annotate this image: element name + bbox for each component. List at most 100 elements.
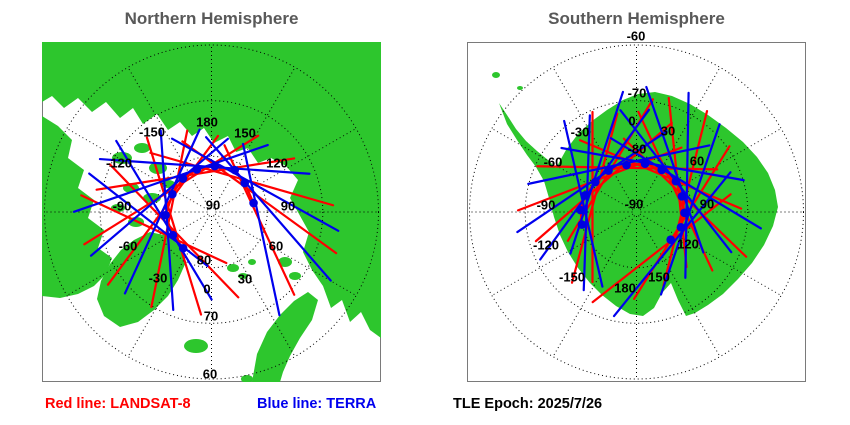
grid-parallel-ring <box>469 44 804 380</box>
orbit-dot <box>677 192 687 201</box>
orbit-dot <box>622 160 631 170</box>
south-title: Southern Hemisphere <box>548 9 725 28</box>
orbit-dot <box>161 210 170 220</box>
parallel-label: 80 <box>197 252 211 267</box>
orbit-dot <box>577 220 587 229</box>
orbit-dot <box>666 235 675 244</box>
land-island <box>238 273 248 279</box>
land-island <box>134 143 150 153</box>
orbit-dot <box>580 191 590 200</box>
land-island <box>289 272 301 280</box>
orbit-dot <box>168 189 177 199</box>
meridian-label: 0 <box>628 113 635 128</box>
land-island <box>248 259 256 265</box>
orbit-dot <box>178 174 188 183</box>
grid-parallel-ring <box>580 155 693 269</box>
landsat-track <box>108 163 240 299</box>
orbit-dot <box>676 223 686 232</box>
terra-track <box>159 129 175 312</box>
terra-track <box>527 144 711 185</box>
grid-parallel-ring <box>44 44 379 380</box>
land-mass <box>42 116 112 298</box>
orbit-dot <box>240 178 250 188</box>
meridian-label: 150 <box>648 269 670 284</box>
meridian-label: -120 <box>106 155 132 170</box>
orbit-dot <box>249 198 258 208</box>
legend-red-landsat: Red line: LANDSAT-8 <box>45 396 191 412</box>
south-map-layer <box>469 44 804 380</box>
land-island <box>278 257 292 267</box>
terra-track <box>645 85 705 254</box>
meridian-label: 90 <box>281 198 295 213</box>
grid-parallel-ring <box>99 100 324 324</box>
north-map-layer <box>42 42 381 382</box>
orbit-dot <box>192 165 202 174</box>
terra-track <box>72 143 269 213</box>
meridian-label: 90 <box>700 196 714 211</box>
land-island <box>517 86 523 90</box>
meridian-label: 0 <box>203 281 210 296</box>
orbit-dot <box>680 208 689 218</box>
terra-track <box>123 128 201 295</box>
terra-track <box>612 171 732 318</box>
terra-track <box>204 136 332 282</box>
meridian-label: -60 <box>119 238 138 253</box>
landsat-track <box>591 193 732 304</box>
south-map-svg: 0 -30 30 -60 60 -90 90 -120 120 -150 150 180 -60 -70 -… <box>469 28 804 380</box>
parallel-label: 90 <box>206 197 220 212</box>
parallel-label: -80 <box>628 141 647 156</box>
landsat-track <box>150 129 189 309</box>
meridian-label: -90 <box>537 197 556 212</box>
meridian-label: -150 <box>139 124 165 139</box>
meridian-label: -30 <box>149 270 168 285</box>
landsat-track <box>145 136 203 316</box>
orbit-dot <box>168 230 178 240</box>
meridian-label: 180 <box>196 114 218 129</box>
meridian-label: -90 <box>113 198 132 213</box>
parallel-label: 60 <box>203 366 217 381</box>
parallel-label: -60 <box>627 28 646 43</box>
meridian-label: 30 <box>238 271 252 286</box>
land-mass <box>97 232 186 327</box>
terra-track <box>89 137 229 257</box>
land-island <box>492 72 500 78</box>
land-island <box>241 375 253 382</box>
orbit-dot <box>640 159 650 169</box>
meridian-label: 60 <box>690 153 704 168</box>
terra-track <box>659 123 721 296</box>
orbit-dot <box>590 177 600 187</box>
terra-track <box>115 139 213 301</box>
meridian-label: 120 <box>266 155 288 170</box>
orbit-dot <box>230 165 240 175</box>
orbit-dot <box>657 165 667 175</box>
orbit-dot <box>210 161 220 171</box>
south-panel-border <box>467 42 806 382</box>
land-mass <box>42 42 381 338</box>
parallel-label: -70 <box>628 85 647 100</box>
meridian-label: 180 <box>614 280 636 295</box>
terra-track <box>170 137 340 232</box>
land-mass <box>252 292 318 382</box>
meridian-label: 30 <box>661 123 675 138</box>
parallel-label: -90 <box>625 196 644 211</box>
meridian-label: -60 <box>544 154 563 169</box>
meridian-label: 150 <box>234 125 256 140</box>
terra-track <box>609 137 762 230</box>
orbit-dot <box>576 205 585 215</box>
meridian-label: 120 <box>677 236 699 251</box>
north-map-svg: 180 -150 150 -120 120 -90 90 -60 60 -30 30 0 90 80 70 6… <box>42 42 381 382</box>
orbit-dot <box>671 176 681 186</box>
terra-track <box>241 142 281 317</box>
north-title: Northern Hemisphere <box>124 9 299 28</box>
meridian-label: 60 <box>269 238 283 253</box>
legend-blue-terra: Blue line: TERRA <box>257 396 377 412</box>
meridian-label: -30 <box>571 124 590 139</box>
orbit-dot <box>178 243 188 253</box>
parallel-label: 70 <box>204 308 218 323</box>
landsat-track <box>632 145 731 301</box>
orbit-dot <box>604 166 613 175</box>
tle-epoch-label: TLE Epoch: 2025/7/26 <box>453 396 603 412</box>
land-island <box>184 339 208 353</box>
terra-track <box>684 91 690 279</box>
